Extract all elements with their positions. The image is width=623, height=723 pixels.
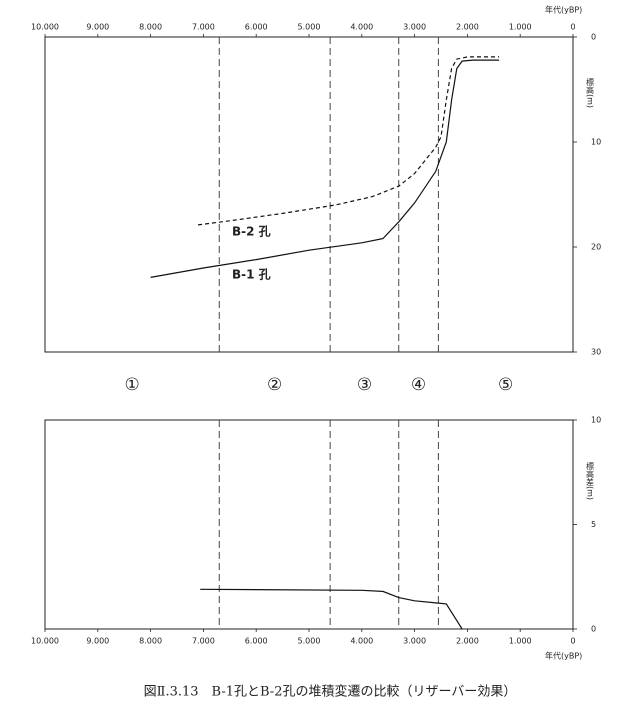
x-tick-label: 9.000 — [86, 23, 109, 32]
x-tick-label: 8.000 — [139, 23, 162, 32]
x-axis-title: 年代(yBP) — [545, 5, 582, 15]
zone-label: ① — [124, 375, 139, 395]
x-tick-label: 1.000 — [509, 637, 532, 646]
y-tick-label: 0 — [591, 625, 596, 634]
y-axis-title: 標高差(m) — [586, 461, 595, 500]
series-line — [200, 588, 463, 630]
y-tick-label: 10 — [591, 416, 601, 425]
x-tick-label: 7.000 — [192, 23, 215, 32]
zone-label: ③ — [357, 375, 372, 395]
y-tick-label: 0 — [591, 33, 596, 42]
x-axis-title: 年代(yBP) — [545, 651, 582, 661]
zone-label: ⑤ — [498, 375, 513, 395]
y-tick-label: 30 — [591, 348, 601, 357]
x-tick-label: 7.000 — [192, 637, 215, 646]
x-tick-label: 10.000 — [31, 637, 59, 646]
x-tick-label: 6.000 — [245, 637, 268, 646]
x-tick-label: 0 — [570, 23, 575, 32]
y-tick-label: 20 — [591, 243, 601, 252]
x-tick-label: 0 — [570, 637, 575, 646]
x-tick-label: 2.000 — [456, 23, 479, 32]
y-tick-label: 10 — [591, 138, 601, 147]
x-tick-label: 2.000 — [456, 637, 479, 646]
series-label: B-1 孔 — [232, 268, 271, 282]
x-tick-label: 3.000 — [403, 23, 426, 32]
x-tick-label: 4.000 — [350, 23, 373, 32]
x-tick-label: 3.000 — [403, 637, 426, 646]
series-label: B-2 孔 — [232, 225, 271, 239]
y-tick-label: 5 — [591, 520, 596, 529]
x-tick-label: 5.000 — [298, 23, 321, 32]
x-tick-label: 4.000 — [350, 637, 373, 646]
x-tick-label: 8.000 — [139, 637, 162, 646]
zone-label: ② — [267, 375, 282, 395]
plot-frame — [44, 419, 574, 630]
zone-label: ④ — [411, 375, 426, 395]
series-line — [198, 56, 500, 226]
plot-frame — [44, 36, 574, 353]
x-tick-label: 10.000 — [31, 23, 59, 32]
series-line — [150, 59, 500, 278]
x-tick-label: 5.000 — [298, 637, 321, 646]
x-tick-label: 9.000 — [86, 637, 109, 646]
x-tick-label: 6.000 — [245, 23, 268, 32]
y-axis-title: 標高(m) — [586, 77, 595, 108]
x-tick-label: 1.000 — [509, 23, 532, 32]
figure-caption: 図Ⅱ.3.13 B-1孔とB-2孔の堆積変遷の比較（リザーバー効果） — [144, 684, 517, 700]
